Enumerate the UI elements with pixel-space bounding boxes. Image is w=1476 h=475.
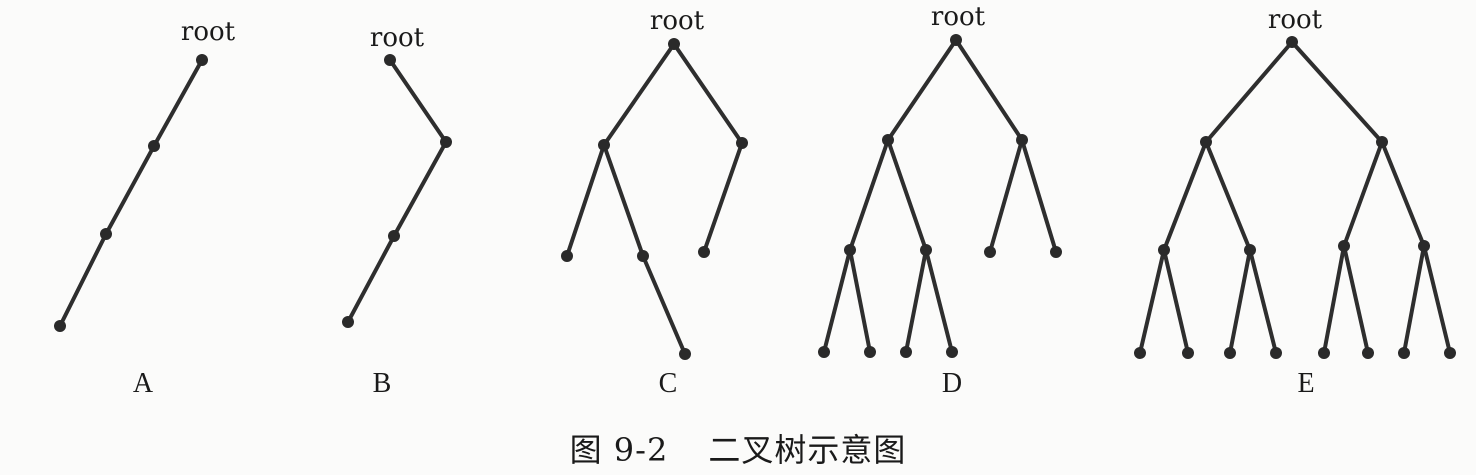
tree-a-edge: [104, 144, 156, 236]
tree-d-root-label: root: [931, 2, 986, 32]
tree-b-node: [388, 230, 400, 242]
tree-e-edge: [1162, 248, 1190, 355]
tree-d-node: [1016, 134, 1028, 146]
caption-number: 图 9-2: [569, 431, 669, 469]
tree-e-node: [1134, 347, 1146, 359]
tree-c-node: [698, 246, 710, 258]
caption-title: 二叉树示意图: [708, 431, 907, 469]
tree-e-node: [1244, 244, 1256, 256]
tree-b-edge: [346, 234, 396, 324]
tree-b-root-label: root: [370, 23, 425, 53]
tree-d-edge: [988, 138, 1024, 254]
tree-c: root C: [561, 6, 748, 399]
tree-e: root E: [1134, 5, 1456, 399]
tree-e-edge: [1322, 244, 1346, 355]
tree-e-node: [1444, 347, 1456, 359]
tree-e-edge: [1342, 244, 1370, 355]
tree-e-edge: [1204, 140, 1252, 252]
tree-b-edge: [392, 140, 448, 238]
tree-d-edge: [954, 38, 1024, 142]
tree-e-node: [1418, 240, 1430, 252]
tree-e-node: [1398, 347, 1410, 359]
tree-e-node: [1376, 136, 1388, 148]
tree-c-edge: [641, 254, 687, 356]
tree-e-node: [1270, 347, 1282, 359]
tree-b-node: [342, 316, 354, 328]
tree-d-node: [864, 346, 876, 358]
tree-e-node: [1182, 347, 1194, 359]
tree-c-edge: [702, 141, 744, 254]
tree-a-node: [148, 140, 160, 152]
tree-e-edge: [1228, 248, 1252, 355]
tree-d-label: D: [942, 368, 962, 399]
tree-d-node: [882, 134, 894, 146]
tree-e-node: [1224, 347, 1236, 359]
tree-c-node: [679, 348, 691, 360]
tree-b-label: B: [373, 368, 392, 399]
tree-d-node: [900, 346, 912, 358]
tree-d-edge: [848, 248, 872, 354]
tree-e-node: [1158, 244, 1170, 256]
tree-d: root D: [818, 2, 1062, 399]
tree-d-node: [818, 346, 830, 358]
tree-e-node: [1362, 347, 1374, 359]
tree-e-edge: [1402, 244, 1426, 355]
tree-e-edge: [1138, 248, 1166, 355]
tree-a-edge: [58, 232, 108, 328]
tree-b-edge: [388, 58, 448, 144]
tree-c-label: C: [659, 368, 678, 399]
tree-d-edge: [886, 38, 958, 142]
tree-e-edge: [1248, 248, 1278, 355]
tree-d-root-node: [950, 34, 962, 46]
tree-d-edge: [924, 248, 954, 354]
tree-d-edge: [848, 138, 890, 252]
tree-a-root-label: root: [181, 17, 236, 47]
figure-caption: 图 9-2 二叉树示意图: [0, 425, 1476, 471]
tree-a-root-node: [196, 54, 208, 66]
tree-d-node: [1050, 246, 1062, 258]
tree-c-edge: [672, 42, 744, 145]
tree-b-node: [440, 136, 452, 148]
tree-d-node: [920, 244, 932, 256]
tree-e-node: [1200, 136, 1212, 148]
tree-a-edge: [152, 58, 204, 148]
tree-e-edge: [1422, 244, 1452, 355]
tree-d-node: [984, 246, 996, 258]
tree-e-edge: [1380, 140, 1426, 248]
tree-a: root A: [54, 17, 236, 399]
tree-e-edge: [1290, 40, 1384, 144]
tree-d-node: [844, 244, 856, 256]
tree-d-edge: [904, 248, 928, 354]
tree-c-edge: [602, 143, 645, 258]
tree-e-edge: [1162, 140, 1208, 252]
tree-c-edge: [602, 42, 676, 147]
tree-c-root-label: root: [650, 6, 705, 36]
tree-e-edge: [1342, 140, 1384, 248]
tree-e-edge: [1204, 40, 1294, 144]
tree-b-root-node: [384, 54, 396, 66]
tree-e-root-node: [1286, 36, 1298, 48]
tree-c-node: [736, 137, 748, 149]
tree-c-root-node: [668, 38, 680, 50]
tree-c-node: [598, 139, 610, 151]
tree-d-edge: [886, 138, 928, 252]
tree-a-label: A: [133, 368, 154, 399]
tree-e-root-label: root: [1268, 5, 1323, 35]
tree-c-edge: [565, 143, 606, 258]
tree-c-node: [561, 250, 573, 262]
tree-d-edge: [822, 248, 852, 354]
tree-e-label: E: [1297, 368, 1314, 399]
tree-e-node: [1338, 240, 1350, 252]
tree-d-node: [946, 346, 958, 358]
tree-d-edge: [1020, 138, 1058, 254]
tree-a-node: [100, 228, 112, 240]
tree-c-node: [637, 250, 649, 262]
tree-e-node: [1318, 347, 1330, 359]
tree-b: root B: [342, 23, 452, 399]
tree-a-node: [54, 320, 66, 332]
